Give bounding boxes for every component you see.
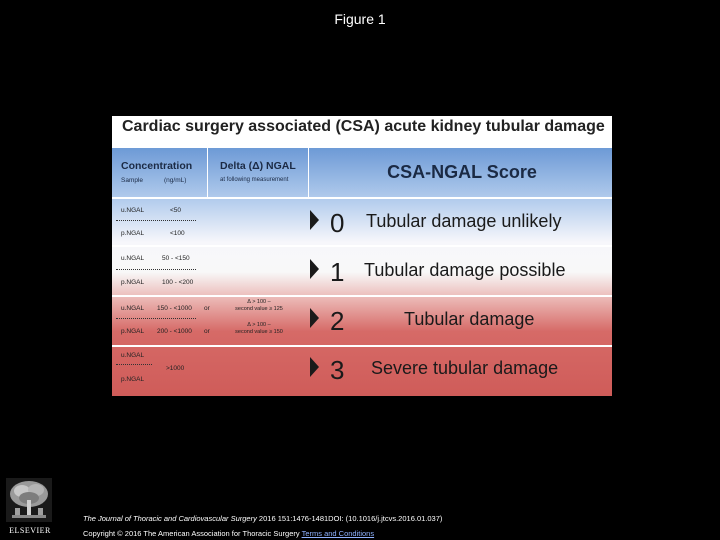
u-ngal-label: u.NGAL <box>121 352 145 359</box>
row-divider <box>112 197 612 199</box>
elsevier-tree-logo <box>6 478 52 522</box>
u-ngal-value: 150 - <1000 <box>157 305 192 312</box>
citation-details: 2016 151:1476-1481DOI: (10.1016/j.jtcvs.… <box>256 514 443 523</box>
row-divider <box>112 295 612 297</box>
or-label: or <box>204 328 210 335</box>
delta-condition: second value ≥ 125 <box>235 306 283 312</box>
score-description: Severe tubular damage <box>371 358 559 378</box>
journal-name: The Journal of Thoracic and Cardiovascul… <box>83 514 257 523</box>
or-label: or <box>204 305 210 312</box>
dotted-separator <box>116 220 196 221</box>
elsevier-logo-text: ELSEVIER <box>9 526 51 535</box>
copyright-line: Copyright © 2016 The American Associatio… <box>83 529 374 538</box>
delta-condition: second value ≥ 150 <box>235 329 283 335</box>
u-ngal-value: 50 - <150 <box>162 255 190 262</box>
header-divider <box>308 148 309 198</box>
citation: The Journal of Thoracic and Cardiovascul… <box>83 514 442 523</box>
delta-header: Delta (Δ) NGAL <box>220 160 296 172</box>
copyright-text: Copyright © 2016 The American Associatio… <box>83 529 302 538</box>
p-ngal-label: p.NGAL <box>121 328 145 335</box>
ngal-value: >1000 <box>166 365 185 372</box>
sample-header: Sample <box>121 177 144 184</box>
score-number: 1 <box>330 257 345 287</box>
row-divider <box>112 245 612 247</box>
row-divider <box>112 345 612 347</box>
arrow-icon <box>310 259 319 279</box>
u-ngal-label: u.NGAL <box>121 305 145 312</box>
table-header: Concentration Sample (ng/mL) Delta (Δ) N… <box>112 148 612 198</box>
score-description: Tubular damage unlikely <box>366 211 562 231</box>
p-ngal-value: 200 - <1000 <box>157 328 192 335</box>
arrow-icon <box>310 210 319 230</box>
arrow-icon <box>310 308 319 328</box>
p-ngal-value: <100 <box>170 230 185 237</box>
terms-and-conditions-link[interactable]: Terms and Conditions <box>301 529 375 538</box>
delta-condition: Δ > 100 – <box>247 299 271 305</box>
u-ngal-value: <50 <box>170 207 182 214</box>
score-header: CSA-NGAL Score <box>387 162 537 182</box>
score-number: 0 <box>330 208 345 238</box>
p-ngal-label: p.NGAL <box>121 230 145 237</box>
p-ngal-value: 100 - <200 <box>162 279 194 286</box>
p-ngal-label: p.NGAL <box>121 279 145 286</box>
following-header: at following measurement <box>220 177 289 183</box>
dotted-separator <box>116 269 196 270</box>
dotted-separator <box>116 364 152 365</box>
score-description: Tubular damage <box>404 309 535 329</box>
score-number: 3 <box>330 355 345 385</box>
p-ngal-label: p.NGAL <box>121 376 145 383</box>
dotted-separator <box>116 318 196 319</box>
u-ngal-label: u.NGAL <box>121 207 145 214</box>
score-table: Concentration Sample (ng/mL) Delta (Δ) N… <box>112 148 612 396</box>
arrow-icon <box>310 357 319 377</box>
score-number: 2 <box>330 306 345 336</box>
figure-title: Cardiac surgery associated (CSA) acute k… <box>122 118 605 135</box>
figure-image: Cardiac surgery associated (CSA) acute k… <box>112 116 612 396</box>
delta-condition: Δ > 100 – <box>247 322 271 328</box>
u-ngal-label: u.NGAL <box>121 255 145 262</box>
score-description: Tubular damage possible <box>364 260 566 280</box>
concentration-header: Concentration <box>121 160 193 172</box>
slide-title: Figure 1 <box>334 11 386 27</box>
header-divider <box>207 148 208 198</box>
unit-header: (ng/mL) <box>164 177 187 184</box>
